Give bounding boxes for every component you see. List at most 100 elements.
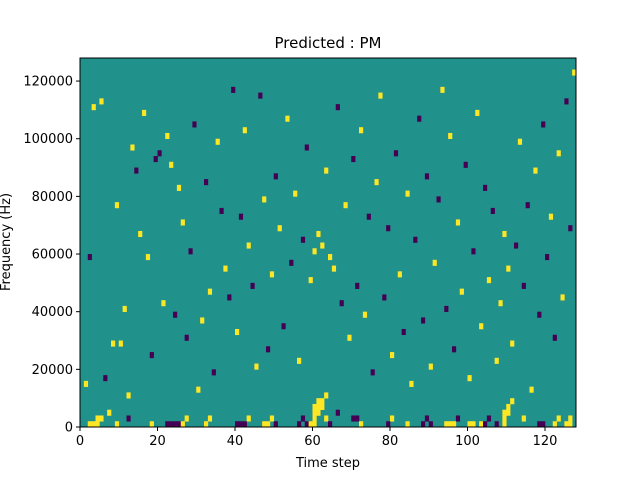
heatmap-cell	[510, 398, 515, 405]
heatmap-cell	[273, 173, 278, 180]
heatmap-cell	[215, 138, 220, 145]
heatmap-cell	[382, 294, 387, 301]
y-tick-label: 60000	[32, 248, 73, 263]
heatmap-cell	[351, 156, 356, 163]
heatmap-cell	[277, 225, 282, 232]
heatmap-cell	[335, 409, 340, 416]
heatmap-cell	[184, 334, 189, 341]
heatmap-cell	[304, 421, 309, 428]
heatmap-cell	[548, 213, 554, 220]
heatmap-cell	[99, 98, 104, 105]
y-tick-label: 0	[65, 421, 73, 436]
heatmap-cell	[378, 92, 383, 99]
x-tick-label: 0	[76, 434, 84, 449]
heatmap-cell	[324, 415, 329, 422]
heatmap-cell	[219, 207, 224, 214]
heatmap-cell	[312, 409, 317, 416]
heatmap-cell	[242, 127, 247, 134]
heatmap-cell	[169, 161, 174, 168]
heatmap-cell	[111, 340, 116, 347]
heatmap-background	[80, 58, 576, 427]
heatmap-cell	[297, 357, 302, 364]
heatmap-cell	[428, 363, 433, 370]
heatmap-cell	[483, 421, 488, 428]
x-tick-label: 40	[227, 434, 244, 449]
heatmap-cell	[475, 109, 480, 116]
heatmap-cell	[165, 421, 170, 428]
heatmap-cell	[161, 300, 166, 307]
heatmap-cell	[149, 421, 154, 428]
heatmap-cell	[223, 265, 228, 272]
heatmap-cell	[463, 161, 468, 168]
heatmap-cell	[207, 415, 213, 422]
heatmap-cell	[165, 132, 170, 140]
heatmap-cell	[409, 380, 414, 387]
heatmap-cell	[440, 86, 445, 93]
heatmap-cell	[572, 69, 577, 76]
heatmap-cell	[421, 317, 426, 324]
heatmap-cell	[556, 150, 561, 157]
heatmap-cell	[83, 380, 89, 387]
heatmap-cell	[486, 277, 492, 284]
heatmap-cell	[514, 242, 519, 249]
heatmap-cell	[467, 375, 472, 382]
heatmap-cell	[506, 403, 511, 411]
heatmap-cell	[502, 409, 507, 416]
heatmap-cell	[266, 421, 271, 428]
heatmap-cell	[390, 352, 395, 359]
heatmap-cell	[207, 288, 213, 295]
heatmap-cell	[238, 213, 244, 220]
heatmap-cell	[114, 202, 120, 209]
heatmap-cell	[258, 92, 263, 99]
heatmap-cell	[401, 328, 406, 336]
heatmap-cell	[390, 415, 395, 422]
heatmap-cell	[564, 421, 569, 428]
heatmap-cell	[502, 421, 507, 428]
heatmap-cell	[552, 421, 557, 428]
heatmap-cell	[486, 415, 492, 422]
heatmap-cell	[320, 242, 325, 249]
heatmap-cell	[122, 305, 127, 312]
heatmap-cell	[502, 415, 507, 422]
heatmap-cell	[231, 86, 236, 93]
heatmap-cell	[320, 398, 325, 405]
x-axis-label: Time step	[295, 456, 360, 471]
heatmap-cell	[483, 184, 488, 191]
heatmap-cell	[192, 121, 197, 128]
heatmap-cell	[180, 219, 185, 226]
heatmap-cell	[393, 150, 399, 157]
heatmap-cell	[448, 132, 453, 140]
heatmap-cell	[130, 144, 135, 151]
heatmap-cell	[176, 184, 182, 191]
heatmap-cell	[107, 409, 112, 416]
heatmap-cell	[227, 294, 232, 301]
heatmap-cell	[467, 421, 472, 428]
heatmap-cell	[316, 403, 321, 411]
heatmap-cell	[510, 340, 515, 347]
heatmap-cell	[184, 415, 189, 422]
heatmap-cell	[103, 375, 108, 382]
heatmap-cell	[262, 421, 267, 428]
heatmap-cell	[308, 277, 313, 284]
heatmap-cell	[413, 236, 418, 243]
heatmap-cell	[273, 421, 278, 428]
heatmap-cell	[180, 421, 185, 428]
plot-area	[79, 57, 577, 428]
heatmap-cell	[176, 421, 182, 428]
heatmap-cell	[173, 421, 178, 428]
heatmap-cell	[114, 421, 120, 428]
heatmap-cell	[529, 386, 534, 393]
heatmap-cell	[452, 421, 457, 428]
heatmap-cell	[471, 421, 476, 428]
heatmap-cell	[169, 421, 174, 428]
heatmap-cell	[95, 421, 100, 428]
heatmap-cell	[506, 409, 511, 416]
heatmap-cell	[421, 421, 426, 428]
heatmap-cell	[471, 248, 476, 255]
heatmap-cell	[312, 248, 317, 255]
y-tick-label: 100000	[23, 132, 73, 147]
heatmap-cell	[355, 415, 360, 422]
heatmap-cell	[204, 179, 209, 186]
heatmap-cell	[331, 265, 337, 272]
